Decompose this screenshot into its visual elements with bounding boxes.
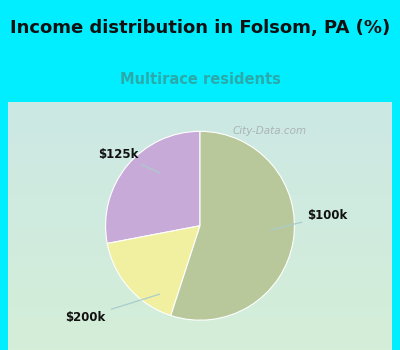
- Wedge shape: [107, 226, 200, 316]
- Wedge shape: [106, 131, 200, 244]
- Wedge shape: [171, 131, 294, 320]
- Text: $200k: $200k: [66, 294, 160, 324]
- Text: $100k: $100k: [270, 209, 347, 230]
- Text: Income distribution in Folsom, PA (%): Income distribution in Folsom, PA (%): [10, 19, 390, 37]
- Text: Multirace residents: Multirace residents: [120, 72, 280, 87]
- Text: City-Data.com: City-Data.com: [232, 126, 307, 136]
- Text: $125k: $125k: [98, 148, 160, 173]
